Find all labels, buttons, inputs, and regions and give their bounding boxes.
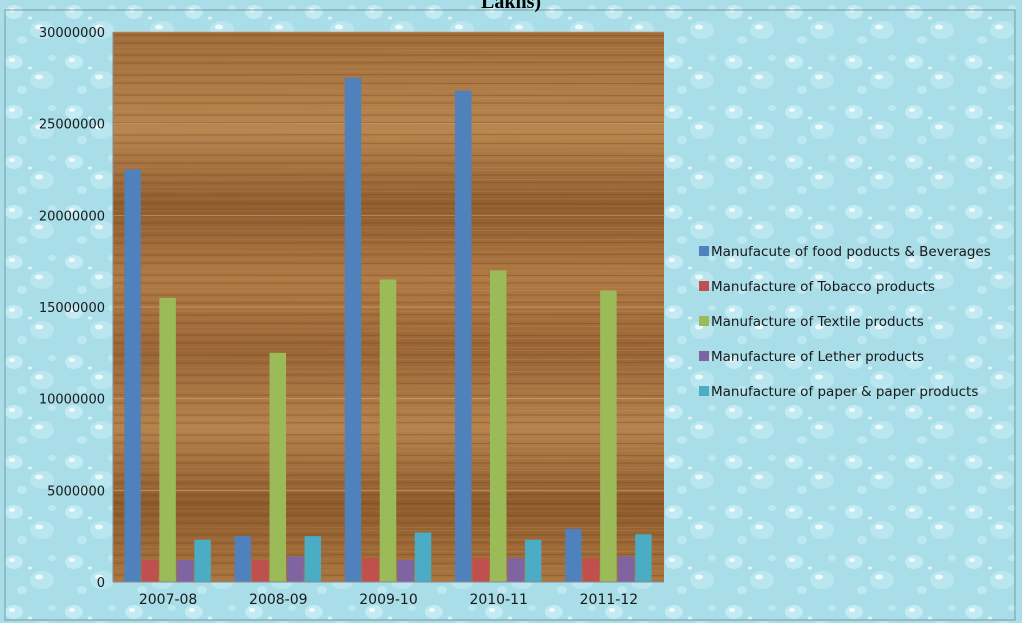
y-tick-label: 10000000 — [39, 393, 105, 408]
bar-2010-11-series-4 — [507, 558, 524, 582]
bar-2007-08-series-3 — [159, 297, 176, 582]
wood-grain-line — [112, 121, 665, 124]
wood-grain-line — [112, 181, 665, 184]
wood-grain-line — [112, 73, 665, 76]
bar-2011-12-series-2 — [582, 558, 600, 582]
chart-title: Lakhs) — [481, 0, 541, 13]
wood-grain-line — [112, 190, 665, 193]
wood-grain-line — [112, 145, 665, 148]
wood-grain-line — [112, 262, 665, 265]
bar-2008-09-series-4 — [287, 556, 304, 582]
bar-2011-12-series-1 — [565, 528, 582, 582]
wood-grain-line — [112, 86, 665, 88]
wood-grain-line — [112, 34, 665, 37]
wood-grain-line — [112, 202, 665, 205]
y-tick-label: 30000000 — [39, 26, 105, 41]
y-tick-label: 15000000 — [39, 301, 105, 316]
wood-grain-line — [112, 229, 665, 232]
bar-2009-10-series-5 — [414, 532, 432, 582]
wood-grain-line — [112, 205, 665, 208]
legend-label: Manufacture of Textile products — [711, 314, 924, 330]
wood-grain-line — [112, 193, 665, 196]
wood-grain-line — [112, 118, 665, 120]
wood-grain-line — [112, 130, 665, 133]
wood-grain-line — [112, 238, 665, 241]
y-tick-label: 0 — [97, 576, 105, 591]
bar-2007-08-series-4 — [176, 560, 194, 582]
chart-border — [4, 9, 1016, 621]
bar-2011-12-series-5 — [635, 534, 652, 582]
legend-swatch — [699, 351, 709, 361]
x-tick-label: 2008-09 — [249, 592, 308, 608]
bar-2010-11-series-2 — [472, 558, 489, 582]
legend: Manufacute of food poducts & Beverages Ma… — [699, 244, 991, 400]
legend-label: Manufacute of food poducts & Beverages — [711, 244, 991, 260]
wood-grain-line — [112, 110, 665, 112]
bar-2008-09-series-3 — [269, 352, 287, 582]
x-axis: 2007-08 2008-09 2009-10 2010-11 2011-12 — [113, 581, 664, 608]
wood-grain-line — [112, 226, 665, 229]
wood-grain-line — [112, 82, 665, 85]
bar-2009-10-series-2 — [362, 558, 379, 582]
x-tick-label: 2007-08 — [139, 592, 198, 608]
wood-grain-line — [112, 166, 665, 169]
wood-grain-line — [112, 265, 665, 268]
wood-grain-line — [112, 38, 665, 40]
wood-grain-line — [112, 106, 665, 108]
wood-grain-line — [112, 61, 665, 64]
bar-2011-12-series-3 — [600, 290, 617, 582]
y-tick-label: 25000000 — [39, 118, 105, 133]
bar-2010-11-series-1 — [454, 90, 472, 583]
bar-2007-08-series-2 — [141, 560, 159, 582]
wood-grain-line — [112, 250, 665, 253]
legend-label: Manufacture of Tobacco products — [711, 279, 935, 295]
wood-grain-line — [112, 142, 665, 145]
bar-2010-11-series-3 — [489, 270, 507, 582]
wood-grain-line — [112, 253, 665, 256]
bar-2007-08-series-5 — [194, 539, 211, 582]
legend-label: Manufacture of paper & paper products — [711, 384, 978, 400]
legend-swatch — [699, 246, 709, 256]
wood-grain-line — [112, 98, 665, 100]
wood-grain-line — [112, 277, 665, 280]
bar-2008-09-series-5 — [304, 536, 322, 582]
bar-2009-10-series-3 — [379, 279, 397, 582]
wood-grain-line — [112, 178, 665, 181]
x-tick-label: 2011-12 — [580, 592, 639, 608]
wood-grain-line — [112, 70, 665, 72]
legend-swatch — [699, 386, 709, 396]
wood-grain-line — [112, 58, 665, 60]
y-tick-label: 5000000 — [47, 484, 105, 499]
legend-swatch — [699, 316, 709, 326]
wood-grain-line — [112, 154, 665, 157]
wood-grain-line — [112, 133, 665, 136]
bar-2009-10-series-1 — [344, 77, 362, 582]
bar-2011-12-series-4 — [617, 556, 635, 582]
wood-grain-line — [112, 217, 665, 220]
wood-grain-line — [112, 169, 665, 172]
wood-grain-line — [112, 157, 665, 160]
bar-2007-08-series-1 — [124, 169, 141, 582]
x-tick-label: 2010-11 — [469, 592, 528, 608]
wood-grain-line — [112, 241, 665, 244]
wood-grain-line — [112, 46, 665, 48]
y-tick-label: 20000000 — [39, 209, 105, 224]
wood-grain-line — [112, 94, 665, 97]
wood-grain-line — [112, 274, 665, 277]
bars — [124, 77, 652, 583]
legend-swatch — [699, 281, 709, 291]
wood-grain-line — [112, 50, 665, 52]
x-tick-label: 2009-10 — [359, 592, 418, 608]
y-axis: 0 5000000 10000000 15000000 20000000 25000000… — [39, 26, 114, 591]
bar-2008-09-series-2 — [252, 560, 269, 582]
bar-2009-10-series-4 — [397, 560, 414, 582]
bar-2010-11-series-5 — [524, 539, 542, 582]
legend-label: Manufacture of Lether products — [711, 349, 924, 365]
bar-2008-09-series-1 — [234, 536, 252, 582]
